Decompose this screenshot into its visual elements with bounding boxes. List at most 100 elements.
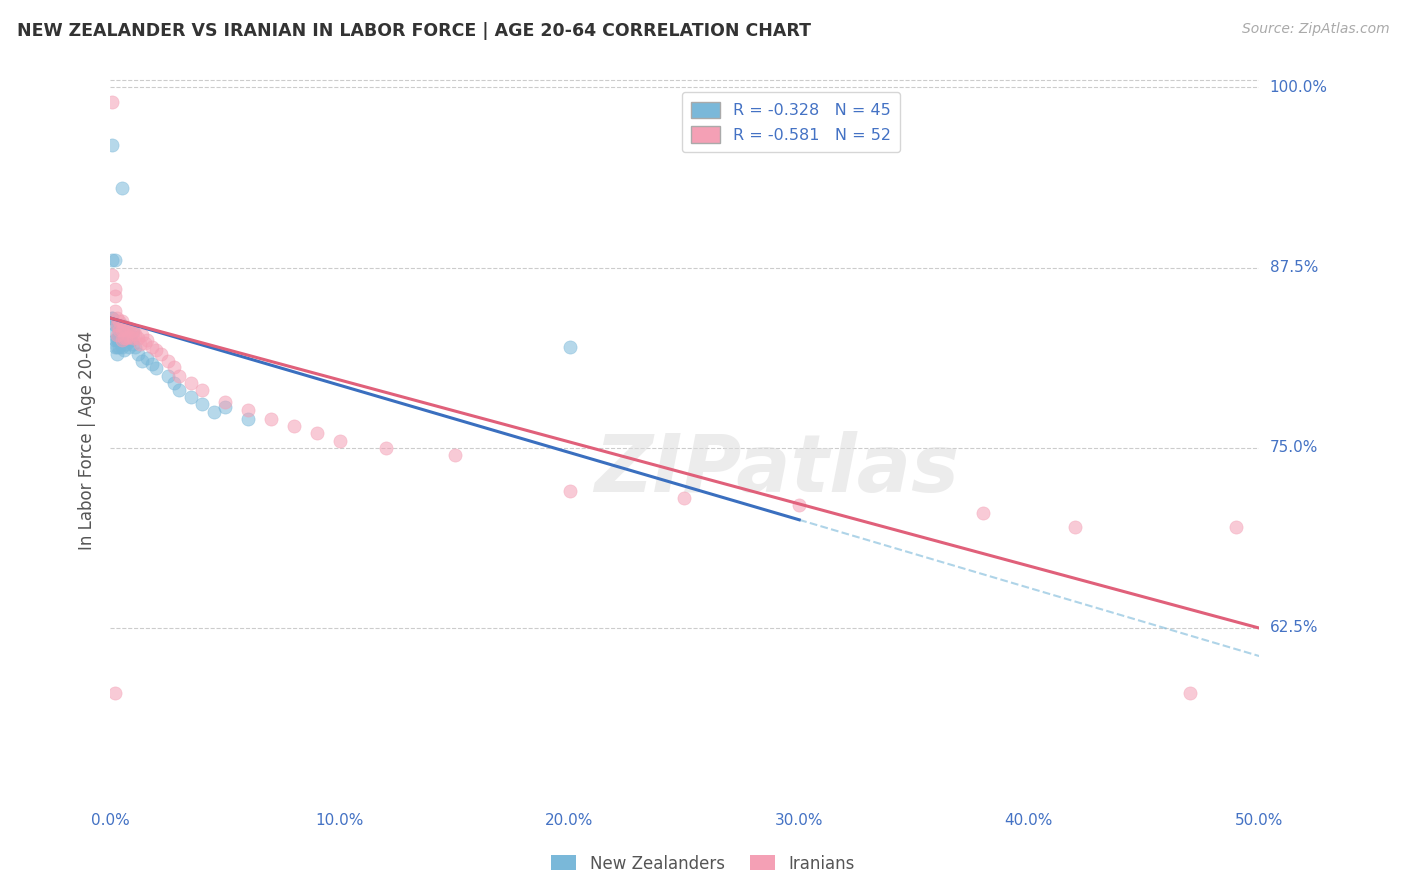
Point xyxy=(135,333,157,347)
Point xyxy=(104,303,127,318)
Text: 100.0%: 100.0% xyxy=(1270,80,1327,95)
Point xyxy=(111,326,134,340)
Point xyxy=(141,340,163,354)
Point xyxy=(156,368,179,383)
Point xyxy=(105,333,128,347)
Point xyxy=(283,419,305,434)
Point xyxy=(105,331,128,345)
Point xyxy=(443,448,465,462)
Point xyxy=(191,383,214,397)
Point xyxy=(115,326,138,340)
Point xyxy=(167,383,190,397)
Point xyxy=(122,322,145,336)
Point xyxy=(122,326,145,340)
Point xyxy=(111,314,134,328)
Point xyxy=(104,282,127,296)
Point xyxy=(1225,520,1247,534)
Point xyxy=(180,390,202,404)
Point xyxy=(558,483,581,498)
Point xyxy=(191,397,214,411)
Point xyxy=(163,376,186,390)
Text: NEW ZEALANDER VS IRANIAN IN LABOR FORCE | AGE 20-64 CORRELATION CHART: NEW ZEALANDER VS IRANIAN IN LABOR FORCE … xyxy=(17,22,811,40)
Point xyxy=(236,412,259,426)
Point xyxy=(374,441,396,455)
Point xyxy=(101,95,124,109)
Point xyxy=(117,340,139,354)
Point xyxy=(105,311,128,326)
Point xyxy=(124,340,146,354)
Point xyxy=(101,268,124,282)
Text: ZIPatlas: ZIPatlas xyxy=(593,431,959,509)
Point xyxy=(135,351,157,366)
Point xyxy=(105,318,128,333)
Point xyxy=(1178,686,1201,700)
Point xyxy=(111,340,134,354)
Point xyxy=(108,322,131,336)
Point xyxy=(115,337,138,351)
Point xyxy=(104,318,127,333)
Point xyxy=(101,138,124,153)
Point xyxy=(202,405,225,419)
Legend: New Zealanders, Iranians: New Zealanders, Iranians xyxy=(544,848,862,880)
Point xyxy=(112,331,135,345)
Point xyxy=(105,347,128,361)
Point xyxy=(149,347,172,361)
Point xyxy=(558,340,581,354)
Point xyxy=(127,331,149,345)
Point xyxy=(108,333,131,347)
Y-axis label: In Labor Force | Age 20-64: In Labor Force | Age 20-64 xyxy=(79,331,96,550)
Point xyxy=(108,314,131,328)
Point xyxy=(112,321,135,335)
Point xyxy=(101,311,124,326)
Point xyxy=(305,426,328,441)
Point xyxy=(105,340,128,354)
Point xyxy=(122,337,145,351)
Point xyxy=(101,311,124,326)
Point xyxy=(214,401,236,415)
Point xyxy=(108,326,131,340)
Point xyxy=(214,394,236,409)
Point xyxy=(115,331,138,345)
Point xyxy=(167,368,190,383)
Point xyxy=(129,337,152,351)
Point xyxy=(236,403,259,417)
Point xyxy=(104,686,127,700)
Point xyxy=(108,340,131,354)
Point xyxy=(673,491,696,506)
Text: Source: ZipAtlas.com: Source: ZipAtlas.com xyxy=(1241,22,1389,37)
Point xyxy=(141,357,163,371)
Point xyxy=(131,354,153,368)
Point xyxy=(145,361,167,376)
Text: 75.0%: 75.0% xyxy=(1270,441,1317,455)
Point xyxy=(260,412,283,426)
Point xyxy=(104,289,127,303)
Point xyxy=(104,253,127,268)
Legend: R = -0.328   N = 45, R = -0.581   N = 52: R = -0.328 N = 45, R = -0.581 N = 52 xyxy=(682,92,900,153)
Point xyxy=(104,340,127,354)
Point xyxy=(120,324,142,338)
Point xyxy=(145,343,167,357)
Text: 87.5%: 87.5% xyxy=(1270,260,1317,275)
Point xyxy=(105,318,128,333)
Point xyxy=(104,326,127,340)
Point xyxy=(124,326,146,341)
Point xyxy=(127,347,149,361)
Point xyxy=(180,376,202,390)
Point xyxy=(1063,520,1085,534)
Point xyxy=(120,333,142,347)
Point xyxy=(122,331,145,345)
Point xyxy=(117,330,139,344)
Point xyxy=(112,333,135,347)
Point xyxy=(111,322,134,336)
Point xyxy=(329,434,352,448)
Point xyxy=(104,333,127,347)
Point xyxy=(163,359,186,374)
Point xyxy=(111,318,134,333)
Point xyxy=(111,333,134,347)
Text: 62.5%: 62.5% xyxy=(1270,621,1319,635)
Point xyxy=(112,343,135,357)
Point xyxy=(117,328,139,343)
Point xyxy=(101,253,124,268)
Point xyxy=(131,328,153,343)
Point xyxy=(972,506,994,520)
